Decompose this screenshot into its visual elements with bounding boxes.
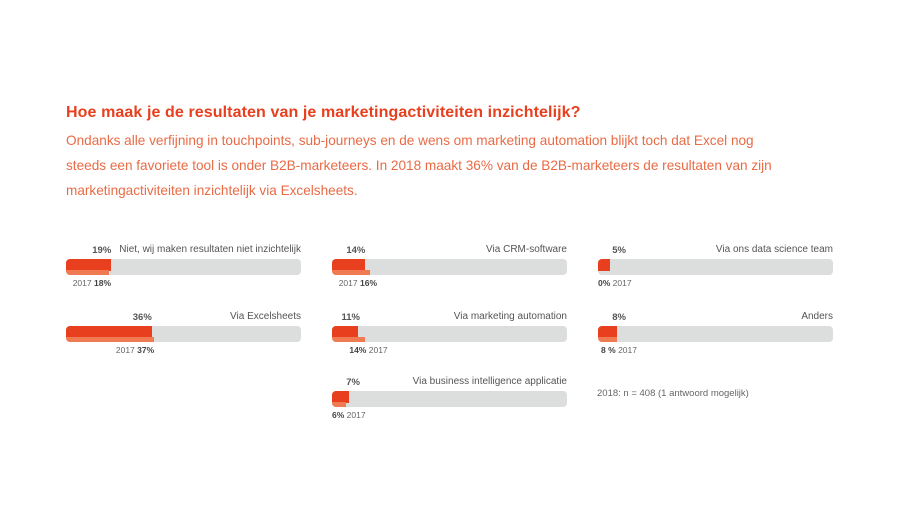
year-label: 2017 — [368, 345, 388, 355]
bar-label: Anders — [801, 311, 833, 322]
bar-2018 — [66, 259, 112, 271]
bar-label: Via Excelsheets — [230, 311, 301, 322]
year-label: 2017 — [338, 278, 358, 288]
bar-value-2018: 5% — [612, 245, 626, 256]
bar-item: Via Excelsheets 36% 2017 37% — [66, 291, 301, 357]
bar-2018 — [66, 326, 152, 338]
bar-2018 — [598, 326, 618, 338]
bar-value-2018: 7% — [346, 377, 360, 388]
value-2017: 18% — [93, 278, 111, 288]
value-2017: 16% — [359, 278, 377, 288]
bar-2018 — [332, 391, 349, 403]
bar-value-2017: 2017 18% — [73, 278, 111, 288]
bar-track — [66, 326, 301, 342]
bar-track — [332, 326, 567, 342]
chart-title: Hoe maak je de resultaten van je marketi… — [66, 104, 581, 121]
year-label: 2017 — [346, 410, 366, 420]
sample-size-note: 2018: n = 408 (1 antwoord mogelijk) — [597, 388, 749, 399]
value-2017: 6% — [332, 410, 345, 420]
bar-value-2017: 0% 2017 — [598, 278, 632, 288]
bar-2017 — [332, 270, 371, 275]
value-2017: 8 % — [601, 345, 616, 355]
bar-value-2018: 8% — [612, 312, 626, 323]
bar-2017 — [332, 337, 366, 342]
bar-2018 — [332, 259, 366, 271]
bar-track — [332, 391, 567, 407]
bar-label: Via marketing automation — [453, 311, 567, 322]
bar-item: Via marketing automation 11% 14% 2017 — [332, 291, 567, 357]
bar-item: Via ons data science team 5% 0% 2017 — [598, 224, 833, 290]
bar-2017 — [66, 270, 109, 275]
bar-value-2018: 11% — [341, 312, 361, 323]
bar-value-2017: 8 % 2017 — [601, 345, 637, 355]
bar-label: Via business intelligence applicatie — [412, 376, 567, 387]
bar-2017 — [332, 402, 347, 407]
bar-2018 — [598, 259, 610, 271]
bar-item: Niet, wij maken resultaten niet inzichte… — [66, 224, 301, 290]
year-label: 2017 — [72, 278, 92, 288]
bar-value-2017: 2017 37% — [116, 345, 154, 355]
bar-value-2017: 2017 16% — [339, 278, 377, 288]
bar-value-2018: 19% — [92, 245, 112, 256]
bar-value-2018: 36% — [132, 312, 152, 323]
bar-track — [598, 326, 833, 342]
value-2017: 37% — [137, 345, 155, 355]
bar-label: Via CRM-software — [486, 244, 567, 255]
bar-item: Via CRM-software 14% 2017 16% — [332, 224, 567, 290]
year-label: 2017 — [612, 278, 632, 288]
bar-value-2017: 6% 2017 — [332, 410, 366, 420]
bar-track — [598, 259, 833, 275]
value-2017: 0% — [598, 278, 611, 288]
bar-track — [332, 259, 567, 275]
bar-value-2017: 14% 2017 — [349, 345, 387, 355]
bar-value-2018: 14% — [346, 245, 366, 256]
year-label: 2017 — [618, 345, 637, 355]
bar-2017 — [66, 337, 155, 342]
bar-label: Via ons data science team — [715, 244, 833, 255]
value-2017: 14% — [349, 345, 367, 355]
bar-label: Niet, wij maken resultaten niet inzichte… — [119, 244, 301, 255]
bar-item: Anders 8% 8 % 2017 — [598, 291, 833, 357]
chart-subtitle: Ondanks alle verfijning in touchpoints, … — [66, 133, 772, 198]
bar-2018 — [332, 326, 359, 338]
bar-2017 — [598, 337, 618, 342]
year-label: 2017 — [115, 345, 135, 355]
bar-track — [66, 259, 301, 275]
bar-item: Via business intelligence applicatie 7% 6%… — [332, 356, 567, 422]
